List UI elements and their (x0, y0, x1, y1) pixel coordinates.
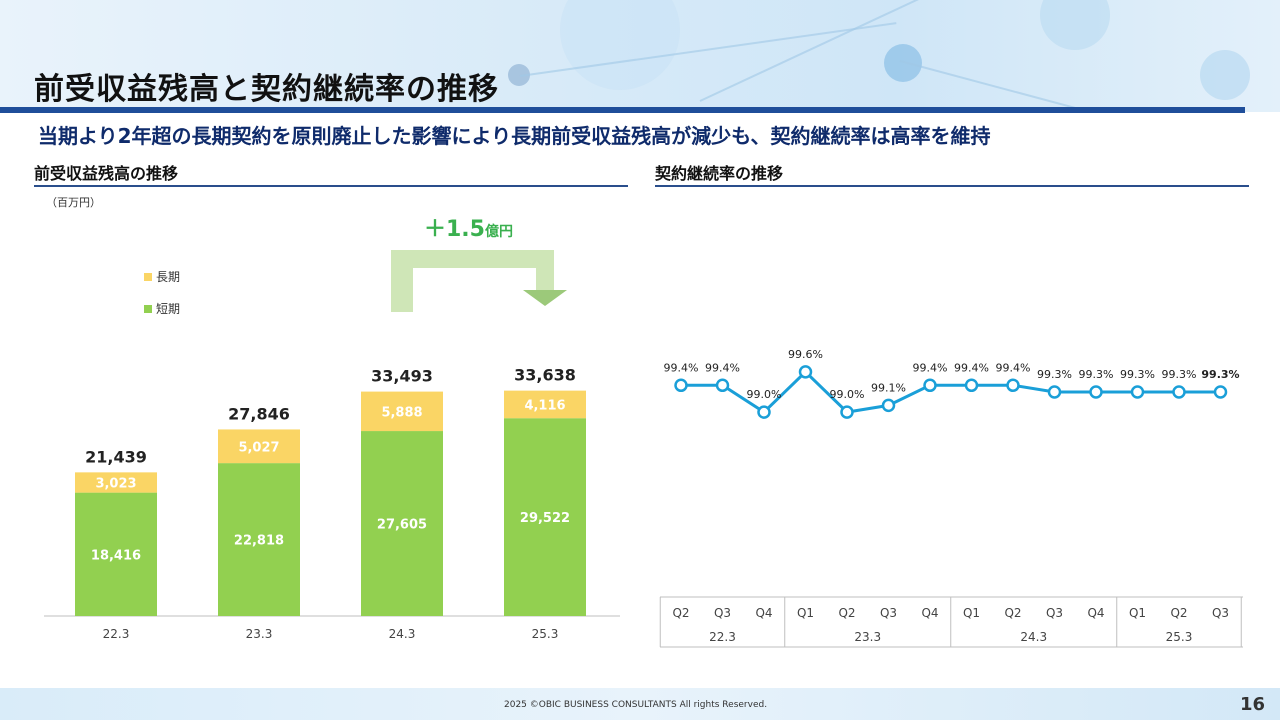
bar-short (218, 463, 300, 616)
line-point-label: 99.3% (1037, 368, 1072, 381)
quarter-tick-label: Q1 (1129, 606, 1146, 620)
quarter-tick-label: Q3 (1046, 606, 1063, 620)
gain-unit: 億円 (484, 224, 513, 240)
quarter-tick-label: Q3 (880, 606, 897, 620)
gain-value: ＋1.5 (424, 217, 485, 242)
bar-short (75, 492, 157, 616)
quarter-tick-label: Q1 (797, 606, 814, 620)
line-point (840, 405, 854, 419)
quarter-tick-label: Q2 (1170, 606, 1187, 620)
line-point (798, 365, 813, 379)
x-tick-label: 23.3 (246, 627, 273, 641)
decor-bubble (1200, 50, 1250, 100)
quarter-tick-label: Q2 (838, 606, 855, 620)
year-group-label: 22.3 (709, 630, 736, 644)
line-point-label: 99.4% (664, 361, 699, 374)
legend-swatch-short (144, 304, 152, 313)
bar-short-label: 27,605 (377, 518, 427, 533)
line-point-label: 99.6% (788, 348, 823, 361)
line-point-label: 99.4% (913, 361, 948, 374)
line-point-label: 99.0% (830, 388, 865, 401)
bar-short-label: 22,818 (234, 534, 284, 549)
bar-total-label: 21,439 (85, 447, 147, 466)
left-panel-title: 前受収益残高の推移 (34, 164, 179, 183)
line-point (1130, 385, 1145, 399)
bar-total-label: 33,493 (371, 367, 433, 386)
line-point (923, 378, 937, 393)
page-number: 16 (1240, 694, 1266, 715)
legend-label-long: 長期 (156, 270, 181, 284)
quarter-tick-label: Q2 (672, 606, 689, 620)
bar-long (361, 391, 443, 432)
line-point (1006, 378, 1020, 393)
page-title: 前受収益残高と契約継続率の推移 (34, 72, 499, 107)
right-panel-rule (655, 185, 1249, 187)
line-point (757, 405, 771, 419)
line-point-label: 99.4% (954, 361, 989, 374)
line-point-label: 99.3% (1079, 368, 1114, 381)
line-point-label: 99.4% (996, 361, 1031, 374)
x-tick-label: 25.3 (532, 627, 559, 641)
footer-background (0, 688, 1280, 720)
bar-short (361, 431, 443, 616)
line-point-label: 99.0% (747, 388, 782, 401)
line-point (1089, 385, 1103, 399)
line-point (1172, 385, 1186, 399)
legend-item-long: 長期 (144, 268, 180, 285)
decor-bubble (508, 64, 530, 86)
bar-total-label: 27,846 (228, 404, 290, 423)
left-panel-rule (34, 185, 628, 187)
gain-bracket (391, 250, 554, 312)
x-tick-label: 22.3 (103, 627, 130, 641)
line-point-label: 99.1% (871, 381, 906, 394)
quarter-tick-label: Q1 (963, 606, 980, 620)
legend-swatch-long (144, 272, 152, 281)
legend-label-short: 短期 (156, 302, 181, 316)
bar-long (75, 472, 157, 493)
line-point-label: 99.3% (1120, 368, 1155, 381)
line-point (715, 378, 730, 393)
x-tick-label: 24.3 (389, 627, 416, 641)
bar-total-label: 33,638 (514, 366, 576, 385)
quarter-tick-label: Q3 (1212, 606, 1229, 620)
right-panel-title: 契約継続率の推移 (655, 164, 784, 183)
bar-short-label: 18,416 (91, 548, 141, 563)
bar-short-label: 29,522 (520, 511, 570, 526)
quarter-tick-label: Q2 (1004, 606, 1021, 620)
quarter-tick-label: Q3 (714, 606, 731, 620)
gain-annotation: ＋1.5億円 (424, 211, 513, 243)
bar-long-label: 4,116 (524, 398, 565, 413)
line-point-label: 99.3% (1162, 368, 1197, 381)
gain-arrow-head (523, 290, 567, 306)
line-point-label: 99.3% (1201, 368, 1239, 381)
quarter-tick-label: Q4 (921, 606, 938, 620)
year-group-label: 24.3 (1020, 630, 1047, 644)
copyright-text: 2025 ©OBIC BUSINESS CONSULTANTS All righ… (504, 700, 768, 710)
bar-long (218, 429, 300, 464)
bar-long-label: 3,023 (95, 476, 136, 491)
quarter-tick-label: Q4 (1087, 606, 1104, 620)
header-background (0, 0, 1280, 112)
legend-item-short: 短期 (144, 300, 180, 317)
header-rule (0, 107, 1245, 113)
line-point (1047, 385, 1062, 399)
line-point (881, 398, 896, 413)
quarter-tick-label: Q4 (755, 606, 772, 620)
unit-label: （百万円） (46, 196, 101, 209)
bar-long-label: 5,027 (238, 440, 279, 455)
line-point (964, 378, 979, 393)
page-subtitle: 当期より2年超の長期契約を原則廃止した影響により長期前受収益残高が減少も、契約継… (38, 124, 991, 148)
year-group-label: 25.3 (1166, 630, 1193, 644)
line-point (1213, 385, 1228, 399)
line-point (674, 378, 688, 393)
line-point-label: 99.4% (705, 361, 740, 374)
year-group-label: 23.3 (854, 630, 881, 644)
bar-long-label: 5,888 (381, 405, 422, 420)
continuation-rate-line (681, 369, 1221, 415)
bar-long (504, 390, 586, 419)
bar-short (504, 418, 586, 616)
